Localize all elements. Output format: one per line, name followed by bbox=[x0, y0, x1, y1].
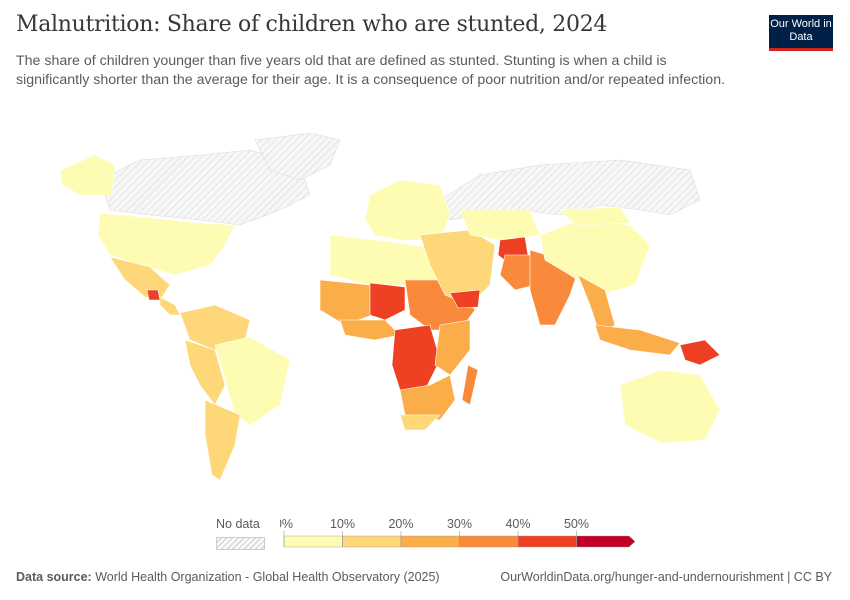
region-south-africa[interactable] bbox=[399, 414, 441, 431]
owid-logo[interactable]: Our World in Data bbox=[769, 15, 833, 51]
region-dr-congo-angola[interactable] bbox=[391, 324, 441, 391]
region-alaska[interactable] bbox=[59, 154, 116, 196]
region-east-africa[interactable] bbox=[434, 319, 471, 376]
region-niger[interactable] bbox=[369, 282, 406, 321]
legend-tick-label: 0% bbox=[280, 517, 293, 531]
license-link[interactable]: OurWorldinData.org/hunger-and-undernouri… bbox=[500, 570, 832, 584]
region-yemen[interactable] bbox=[449, 289, 481, 309]
region-australia[interactable] bbox=[619, 369, 721, 444]
legend-tick-label: 30% bbox=[447, 517, 472, 531]
color-legend: 0% 10% 20% 30% 40% 50% bbox=[280, 517, 636, 548]
region-west-africa-coast[interactable] bbox=[339, 319, 401, 341]
region-united-states[interactable] bbox=[97, 212, 236, 276]
legend-no-data-swatch[interactable] bbox=[216, 537, 265, 550]
legend-tick-label: 10% bbox=[330, 517, 355, 531]
legend-bin-5[interactable] bbox=[576, 535, 636, 548]
legend-tick-label: 20% bbox=[388, 517, 413, 531]
page-subtitle: The share of children younger than five … bbox=[16, 53, 726, 88]
legend-tick-label: 50% bbox=[564, 517, 589, 531]
region-southern-cone[interactable] bbox=[204, 399, 241, 481]
region-madagascar[interactable] bbox=[461, 364, 479, 406]
region-papua-new-guinea[interactable] bbox=[679, 339, 721, 366]
legend-bin-3[interactable] bbox=[459, 535, 519, 548]
region-indonesia[interactable] bbox=[594, 324, 681, 356]
region-greenland[interactable] bbox=[254, 132, 341, 181]
region-guatemala[interactable] bbox=[146, 289, 161, 301]
legend-tick-label: 40% bbox=[505, 517, 530, 531]
legend-bin-1[interactable] bbox=[342, 535, 402, 548]
legend-bin-4[interactable] bbox=[517, 535, 577, 548]
region-mongolia[interactable] bbox=[559, 206, 631, 226]
data-source: Data source: World Health Organization -… bbox=[16, 570, 440, 584]
legend-bin-0[interactable] bbox=[283, 535, 343, 548]
region-europe[interactable] bbox=[364, 179, 451, 241]
legend-bin-2[interactable] bbox=[400, 535, 460, 548]
legend-no-data-label: No data bbox=[216, 517, 260, 531]
data-source-label: Data source: bbox=[16, 570, 92, 584]
region-central-asia[interactable] bbox=[459, 209, 541, 241]
region-central-america[interactable] bbox=[159, 296, 181, 316]
region-pakistan[interactable] bbox=[499, 254, 536, 291]
region-sahel-west[interactable] bbox=[319, 279, 373, 326]
page-title: Malnutrition: Share of children who are … bbox=[16, 12, 608, 37]
data-source-link[interactable]: World Health Organization - Global Healt… bbox=[95, 570, 440, 584]
world-map[interactable] bbox=[0, 125, 800, 505]
region-canada[interactable] bbox=[99, 149, 311, 226]
region-brazil[interactable] bbox=[214, 336, 291, 426]
